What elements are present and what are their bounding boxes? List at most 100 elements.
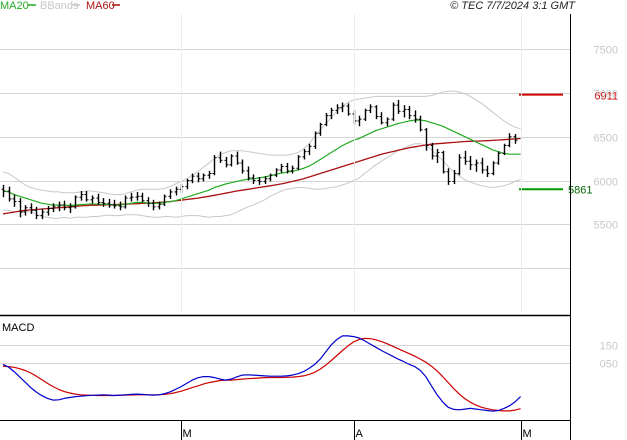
ohlc-bar <box>185 178 190 190</box>
ohlc-bar <box>162 194 167 206</box>
ohlc-bar <box>329 107 334 120</box>
ohlc-bar <box>12 194 17 207</box>
ohlc-bar <box>140 192 145 203</box>
legend-bbands-label: BBands <box>40 0 79 12</box>
macd-title: MACD <box>2 322 34 334</box>
ohlc-bar <box>101 198 106 207</box>
macd-line <box>2 335 522 412</box>
ohlc-bar <box>368 104 373 114</box>
ohlc-bar <box>379 112 384 125</box>
ohlc-bar <box>374 105 379 120</box>
resistance-label: 6911 <box>594 91 618 103</box>
ohlc-bar <box>151 199 156 211</box>
ohlc-bar <box>96 193 101 206</box>
ohlc-bar <box>485 165 490 178</box>
ohlc-bar <box>363 108 368 121</box>
ohlc-bar <box>73 195 78 209</box>
ohlc-bar <box>263 176 268 185</box>
ohlc-bar <box>246 166 251 181</box>
macd-tick-label: 050 <box>600 359 618 371</box>
ohlc-bar <box>435 148 440 163</box>
ohlc-bar <box>51 203 56 213</box>
price-axis-labels: 7500 7000 6500 6000 5500 <box>594 45 618 232</box>
ohlc-bar <box>240 159 245 174</box>
ohlc-bar <box>513 134 518 144</box>
ohlc-bar <box>112 199 117 209</box>
ohlc-bar <box>307 143 312 156</box>
ohlc-bar <box>502 143 507 156</box>
ohlc-bar <box>118 201 123 211</box>
legend: MA20 BBands MA60 <box>0 0 120 12</box>
ohlc-bar <box>7 186 12 202</box>
ohlc-bar <box>413 110 418 123</box>
ohlc-bar <box>79 191 84 201</box>
ohlc-bar <box>318 122 323 136</box>
price-tick-label: 7500 <box>594 45 618 57</box>
ohlc-bar <box>507 133 512 148</box>
ohlc-bar <box>402 105 407 118</box>
ohlc-bar <box>129 192 134 202</box>
ohlc-bar <box>207 170 212 179</box>
ohlc-bar <box>385 117 390 127</box>
ma20-series-line <box>2 119 521 207</box>
ohlc-bar <box>1 184 6 198</box>
ohlc-bar <box>34 206 39 220</box>
ohlc-bar <box>57 201 62 212</box>
price-tick-label: 7000 <box>594 89 618 101</box>
ohlc-bar <box>251 174 256 185</box>
ohlc-bar <box>340 102 345 113</box>
price-panel: 6911 5861 7500 7000 6500 6000 5500 <box>0 45 618 269</box>
ohlc-bar <box>279 163 284 173</box>
ohlc-bar <box>68 203 73 213</box>
legend-ma60-label: MA60 <box>86 0 115 12</box>
timestamp: © TEC 7/7/2024 3:1 GMT <box>450 0 576 12</box>
ohlc-bar <box>201 173 206 182</box>
bollinger-bands <box>2 90 521 219</box>
ohlc-bar <box>168 189 173 199</box>
ohlc-bar <box>296 155 301 171</box>
ohlc-bar <box>491 161 496 176</box>
ohlc-bar <box>357 115 362 127</box>
ohlc-bar <box>90 195 95 204</box>
ma60-series-line <box>2 137 521 215</box>
ma60-line <box>2 137 521 215</box>
macd-tick-label: 150 <box>600 341 618 353</box>
price-grid <box>0 49 570 269</box>
price-bars <box>1 99 518 220</box>
ohlc-bar <box>257 177 262 185</box>
ohlc-bar <box>107 198 112 208</box>
ohlc-bar <box>480 157 485 174</box>
ohlc-bar <box>457 154 462 176</box>
ohlc-bar <box>424 127 429 151</box>
ohlc-bar <box>274 168 279 178</box>
ohlc-bar <box>452 170 457 185</box>
ohlc-bar <box>441 150 446 174</box>
ohlc-bar <box>157 201 162 210</box>
ohlc-bar <box>268 173 273 182</box>
ohlc-bar <box>407 106 412 120</box>
ohlc-bar <box>302 148 307 160</box>
ohlc-bar <box>135 191 140 201</box>
ohlc-bar <box>84 191 89 202</box>
ohlc-bar <box>62 200 67 211</box>
bbands-upper-line <box>2 90 521 196</box>
ohlc-bar <box>190 173 195 184</box>
macd-axis-labels: 150 050 <box>600 341 618 371</box>
bbands-lower-line <box>3 143 521 219</box>
ohlc-bar <box>123 195 128 209</box>
price-tick-label: 5500 <box>594 220 618 232</box>
ohlc-bar <box>446 168 451 185</box>
ohlc-bar <box>324 113 329 127</box>
ohlc-bar <box>418 115 423 132</box>
ohlc-bar <box>174 186 179 196</box>
time-tick-label: M <box>183 428 192 440</box>
macd-panel: MACD 150 050 <box>0 322 618 412</box>
ohlc-bar <box>391 102 396 121</box>
ohlc-bar <box>29 203 34 214</box>
ma20-line <box>2 119 521 207</box>
legend-ma20-label: MA20 <box>0 0 29 12</box>
ohlc-bar <box>474 159 479 172</box>
ohlc-bar <box>40 208 45 220</box>
